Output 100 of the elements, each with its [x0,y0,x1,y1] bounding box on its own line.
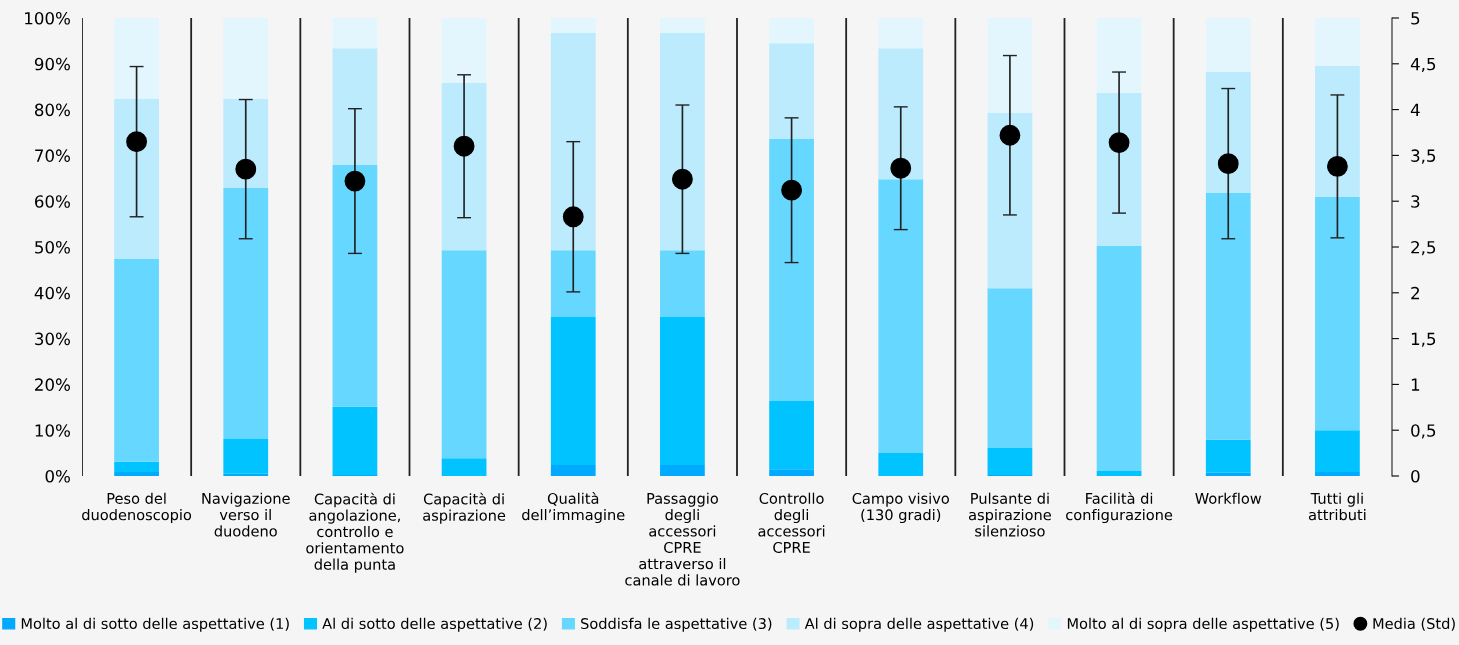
y2-tick-label: 3 [1411,195,1420,208]
bar [878,48,924,180]
bar [332,18,378,49]
bar [878,179,924,454]
bar [1096,470,1142,476]
bar [769,43,814,139]
point [1326,155,1348,177]
legend-label: Al di sopra delle aspettative (4) [804,617,1034,632]
bar [441,250,487,459]
point [671,168,693,190]
bar [332,48,378,166]
point [1108,132,1130,153]
y-tick-label: 40% [34,286,70,300]
bar [223,187,269,439]
x-tick-label: Pulsante di aspirazione silenzioso [968,492,1051,537]
bar [1315,18,1360,67]
bar [878,18,924,49]
bar [550,465,596,476]
bar [987,112,1033,289]
point [890,157,912,179]
bar [550,250,596,318]
bar [769,138,814,401]
bar [114,461,159,472]
bar [1315,430,1360,472]
bar [114,18,159,100]
bar [878,453,924,476]
bar [1096,93,1142,247]
legend-label: Soddisfa le aspettative (3) [581,617,772,632]
legend-label: Molto al di sotto delle aspettative (1) [21,617,289,632]
point [235,158,257,180]
point [1217,153,1239,175]
bar [114,258,159,462]
bar [769,469,814,476]
y-tick-label: 30% [35,332,70,346]
y2-tick-label: 5 [1411,12,1420,25]
y2-tick-label: 4 [1410,103,1420,116]
bar [332,165,378,407]
point [781,179,803,201]
legend-label: Al di sotto delle aspettative (2) [322,617,547,632]
bar [1205,192,1251,440]
point [999,124,1021,146]
x-tick-label: Facilità di configurazione [1066,492,1173,524]
bar [660,18,705,33]
bar [660,32,705,251]
y2-tick-label: 0,5 [1411,424,1436,439]
y-tick-label: 60% [35,195,70,208]
bar [114,99,159,259]
bar [660,465,705,476]
x-tick-label: Peso del duodenoscopio [82,492,192,524]
y2-tick-label: 1,5 [1411,332,1436,347]
y2-tick-label: 4,5 [1410,57,1436,73]
bar [441,18,487,84]
bar [1315,471,1360,476]
point [453,135,475,157]
bar [769,400,814,470]
y-tick-label: 100% [25,11,70,25]
x-tick-label: Capacità di angolazione, controllo e orientamento della punta [306,492,404,573]
bar [987,18,1033,113]
y-tick-label: 50% [35,240,70,254]
bar [1096,246,1142,471]
y2-tick-label: 0 [1411,469,1420,483]
bar [1205,439,1251,473]
bar [1205,472,1251,476]
bar [441,458,487,476]
legend-label: Media (Std) [1373,617,1455,631]
bar [1096,18,1142,94]
bar [114,471,159,476]
x-tick-label: Tutti gli attributi [1308,492,1366,521]
bar [441,83,487,251]
bar [987,448,1033,476]
y2-tick-label: 2,5 [1411,240,1436,256]
point [126,131,148,153]
x-tick-label: Campo visivo (130 gradi) [852,492,949,524]
bar [223,18,269,100]
bar [660,250,705,318]
bar [987,288,1033,449]
bar [1315,197,1360,431]
x-tick-label: Navigazione verso il duodeno [202,492,290,537]
y2-tick-label: 2 [1411,286,1419,300]
bar [660,317,705,466]
y-tick-label: 0% [45,469,70,483]
bar [332,406,378,476]
y-tick-label: 80% [34,103,70,117]
bar [550,317,596,466]
bar [1315,66,1360,198]
y-tick-label: 10% [35,424,70,437]
bar [769,18,814,44]
legend-label: Molto al di sopra delle aspettative (5) [1067,617,1339,632]
x-tick-label: Passaggio degli accessori CPRE attraverso il canale di lavoro [625,492,740,586]
y-tick-label: 70% [35,149,70,162]
y-tick-label: 90% [34,57,70,71]
bar [550,18,596,33]
x-tick-label: Qualità dell’immagine [522,492,625,524]
point [562,206,584,228]
bar [550,32,596,251]
x-tick-label: Controllo degli accessori CPRE [758,492,825,553]
x-tick-label: Workflow [1195,492,1262,504]
x-tick-label: Capacità di aspirazione [423,492,506,524]
bar [1205,18,1251,73]
y2-tick-label: 1 [1411,378,1420,391]
